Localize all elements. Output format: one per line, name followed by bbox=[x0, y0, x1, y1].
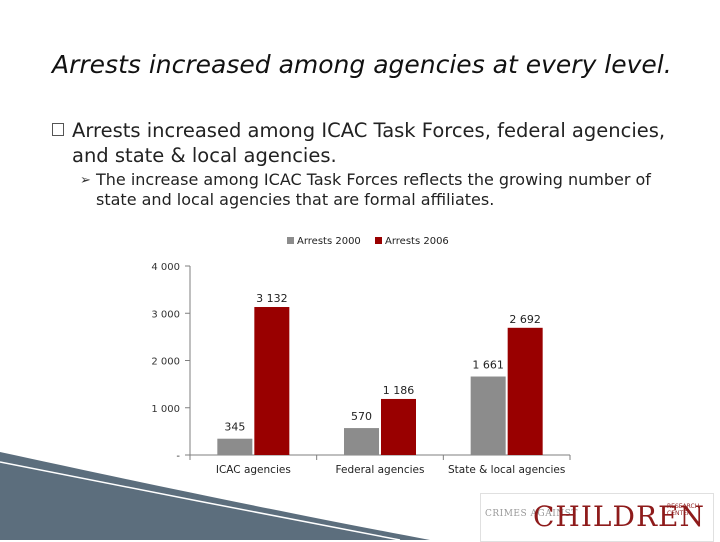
data-label: 1 186 bbox=[383, 384, 415, 397]
crc-logo: CRIMES AGAINST CHILDREN RESEARCH CENTER bbox=[480, 493, 714, 542]
x-category-label: State & local agencies bbox=[448, 464, 565, 476]
data-label: 1 661 bbox=[472, 359, 504, 372]
arrow-bullet-icon: ➢ bbox=[80, 173, 91, 188]
bullet-secondary: ➢ The increase among ICAC Task Forces re… bbox=[80, 170, 680, 210]
bar-2000 bbox=[217, 438, 253, 455]
legend-label: Arrests 2006 bbox=[385, 236, 449, 247]
y-tick-label: - bbox=[176, 451, 180, 462]
data-label: 345 bbox=[224, 421, 245, 434]
data-label: 2 692 bbox=[509, 313, 541, 326]
data-label: 3 132 bbox=[256, 292, 288, 305]
y-tick-label: 3 000 bbox=[151, 309, 180, 320]
bar-2006 bbox=[381, 398, 416, 455]
bullet-primary-text: Arrests increased among ICAC Task Forces… bbox=[72, 119, 666, 167]
bullet-primary: Arrests increased among ICAC Task Forces… bbox=[52, 118, 692, 168]
square-bullet-icon bbox=[52, 123, 64, 136]
bar-2000 bbox=[344, 428, 379, 455]
logo-small-text: CRIMES AGAINST bbox=[485, 509, 578, 519]
y-tick-label: 1 000 bbox=[151, 404, 180, 415]
bar-2006 bbox=[507, 327, 543, 455]
legend-swatch-2006 bbox=[375, 237, 382, 244]
legend-swatch-2000 bbox=[287, 237, 294, 244]
bar-2006 bbox=[254, 307, 290, 455]
bullet-secondary-text: The increase among ICAC Task Forces refl… bbox=[96, 170, 651, 209]
y-tick-label: 4 000 bbox=[151, 262, 180, 273]
y-tick-label: 2 000 bbox=[151, 357, 180, 368]
x-category-label: Federal agencies bbox=[336, 464, 425, 476]
bar-2000 bbox=[470, 376, 506, 455]
corner-wave-decoration bbox=[0, 452, 430, 540]
logo-main-text: CHILDREN bbox=[533, 500, 705, 533]
logo-tag-text: RESEARCH CENTER bbox=[667, 503, 700, 517]
slide-title: Arrests increased among agencies at ever… bbox=[52, 50, 672, 79]
legend-label: Arrests 2000 bbox=[297, 236, 361, 247]
data-label: 570 bbox=[351, 410, 372, 423]
x-category-label: ICAC agencies bbox=[216, 464, 291, 476]
corner-wave-line bbox=[0, 461, 401, 540]
